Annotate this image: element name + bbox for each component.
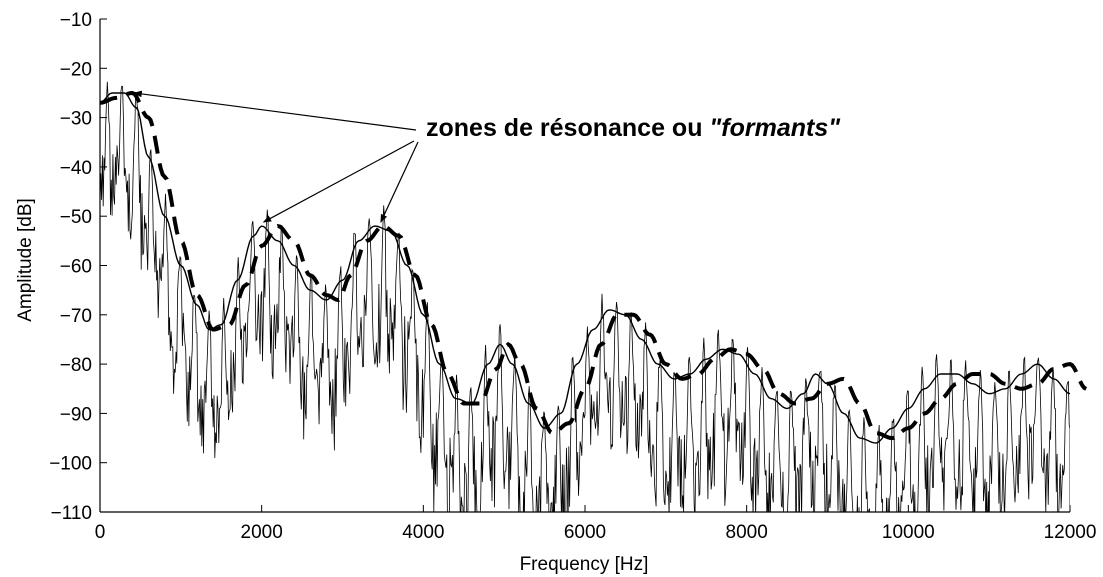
- y-tick-label: −80: [60, 355, 92, 376]
- y-tick-label: −60: [60, 257, 92, 278]
- x-tick-label: 4000: [402, 522, 444, 543]
- x-tick-label: 12000: [1044, 522, 1097, 543]
- annotation-arrow: [380, 141, 419, 223]
- y-tick-label: −20: [60, 59, 92, 80]
- annotation-text: zones de résonance ou "formants": [426, 114, 841, 142]
- annotation-arrow: [262, 140, 415, 223]
- annotation: zones de résonance ou "formants": [133, 90, 841, 223]
- x-tick-label: 2000: [241, 522, 283, 543]
- annotation-arrow: [133, 90, 417, 131]
- x-axis-label: Frequency [Hz]: [520, 554, 649, 575]
- y-tick-label: −70: [60, 306, 92, 327]
- y-tick-label: −90: [60, 404, 92, 425]
- envelope-solid-line: [99, 92, 1071, 444]
- y-axis-label: Amplitude [dB]: [15, 198, 36, 322]
- plot-area: [99, 81, 1088, 512]
- x-tick-label: 8000: [726, 522, 768, 543]
- y-tick-label: −40: [60, 158, 92, 179]
- x-tick-label: 10000: [882, 522, 935, 543]
- y-tick-label: −50: [60, 207, 92, 228]
- envelope-dashed-line: [99, 90, 1088, 441]
- annotation-text-main: zones de résonance ou: [426, 114, 709, 142]
- y-tick-label: −10: [60, 10, 92, 31]
- harmonic-spectrum-line: [100, 81, 1070, 512]
- y-tick-label: −100: [49, 454, 92, 475]
- annotation-text-italic: "formants": [709, 114, 841, 142]
- y-tick-label: −30: [60, 109, 92, 130]
- x-tick-label: 6000: [564, 522, 606, 543]
- y-tick-label: −110: [51, 503, 92, 524]
- x-tick-label: 0: [95, 522, 106, 543]
